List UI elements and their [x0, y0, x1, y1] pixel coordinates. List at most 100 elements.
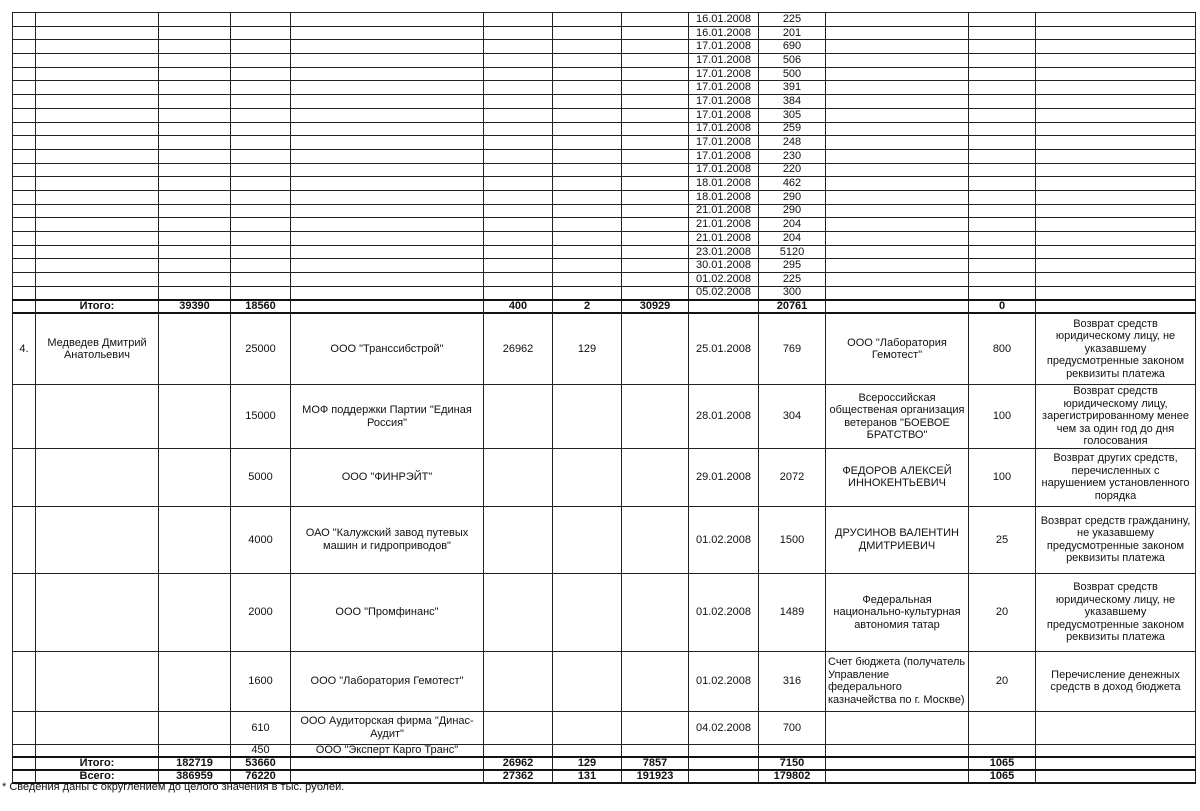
table-row: 1600 ООО "Лаборатория Гемотест" 01.02.2008…	[12, 650, 1196, 712]
table-cell	[158, 94, 231, 109]
table-cell	[1035, 66, 1196, 82]
table-cell	[483, 384, 553, 449]
table-cell: Счет бюджета (получатель Управление феде…	[825, 650, 969, 712]
table-cell: 129	[552, 755, 622, 771]
table-cell	[552, 505, 622, 574]
table-cell	[290, 203, 484, 219]
table-row: 17.01.2008 259	[12, 121, 1196, 137]
table-cell: ФЕДОРОВ АЛЕКСЕЙ ИННОКЕНТЬЕВИЧ	[825, 447, 969, 507]
table-cell	[35, 80, 159, 96]
total-row: Итого: 182719 53660 26962 129 7857 7150 1065	[12, 755, 1196, 771]
table-cell	[552, 743, 622, 758]
table-cell	[825, 710, 969, 745]
table-cell: 2072	[758, 447, 826, 507]
table-cell	[35, 176, 159, 191]
table-cell: ООО Аудиторская фирма "Динас-Аудит"	[290, 710, 484, 745]
table-cell: 01.02.2008	[688, 650, 759, 712]
table-cell: Медведев Дмитрий Анатольевич	[35, 312, 159, 386]
table-row: 15000 МОФ поддержки Партии "Единая Россия…	[12, 384, 1196, 449]
table-cell	[158, 231, 231, 246]
table-cell	[621, 80, 689, 96]
table-cell	[35, 39, 159, 55]
table-cell	[35, 447, 159, 507]
table-cell	[230, 80, 291, 96]
table-cell: 800	[968, 312, 1036, 386]
table-cell: 220	[758, 162, 826, 178]
table-cell: 462	[758, 176, 826, 191]
table-cell	[621, 710, 689, 745]
table-cell	[552, 384, 622, 449]
table-cell: 25	[968, 505, 1036, 574]
table-cell: 25.01.2008	[688, 312, 759, 386]
table-cell: 01.02.2008	[688, 572, 759, 652]
footnote: * Сведения даны с округлением до целого …	[2, 781, 345, 793]
table-cell	[35, 189, 159, 205]
table-cell	[1035, 135, 1196, 150]
table-cell	[35, 217, 159, 232]
table-row: 17.01.2008 391	[12, 80, 1196, 96]
table-cell	[290, 148, 484, 164]
table-cell	[483, 743, 553, 758]
table-cell: 100	[968, 384, 1036, 449]
table-cell	[621, 572, 689, 652]
table-cell	[12, 285, 36, 301]
table-cell	[290, 94, 484, 109]
table-cell	[825, 244, 969, 260]
table-cell	[1035, 53, 1196, 68]
table-cell	[968, 176, 1036, 191]
table-cell	[12, 710, 36, 745]
table-cell	[12, 162, 36, 178]
donations-table: 16.01.2008 225 16.01.2008 201 17.01.2008 690 1…	[12, 12, 1196, 784]
table-cell: 17.01.2008	[688, 53, 759, 68]
table-cell: 04.02.2008	[688, 710, 759, 745]
table-cell	[230, 217, 291, 232]
table-cell	[483, 505, 553, 574]
table-cell	[825, 176, 969, 191]
table-cell	[483, 80, 553, 96]
table-cell	[12, 572, 36, 652]
table-cell: 182719	[158, 755, 231, 771]
table-cell	[483, 272, 553, 287]
table-cell	[825, 258, 969, 274]
table-cell: 316	[758, 650, 826, 712]
table-cell	[1035, 231, 1196, 246]
table-cell: 769	[758, 312, 826, 386]
table-cell	[552, 272, 622, 287]
table-cell: 17.01.2008	[688, 162, 759, 178]
table-cell: 1600	[230, 650, 291, 712]
table-cell	[825, 107, 969, 123]
table-cell: 259	[758, 121, 826, 137]
table-cell	[290, 25, 484, 41]
table-cell	[968, 53, 1036, 68]
table-cell	[968, 80, 1036, 96]
table-cell	[825, 25, 969, 41]
table-cell: 5120	[758, 244, 826, 260]
table-cell	[35, 650, 159, 712]
table-cell	[35, 231, 159, 246]
table-cell	[12, 203, 36, 219]
table-cell	[290, 107, 484, 123]
table-row: 21.01.2008 204	[12, 231, 1196, 246]
table-cell	[621, 25, 689, 41]
table-cell	[230, 189, 291, 205]
table-row: 16.01.2008 201	[12, 25, 1196, 41]
table-cell	[1035, 203, 1196, 219]
table-cell	[12, 743, 36, 758]
table-cell: ООО "Лаборатория Гемотест"	[290, 650, 484, 712]
table-cell	[12, 650, 36, 712]
table-cell	[688, 768, 759, 784]
table-cell: ДРУСИНОВ ВАЛЕНТИН ДМИТРИЕВИЧ	[825, 505, 969, 574]
table-cell	[1035, 258, 1196, 274]
table-cell	[230, 162, 291, 178]
table-cell	[483, 12, 553, 27]
table-cell	[968, 94, 1036, 109]
table-cell: 20761	[758, 298, 826, 314]
table-cell	[158, 162, 231, 178]
table-cell: 305	[758, 107, 826, 123]
table-cell	[825, 39, 969, 55]
table-cell	[290, 258, 484, 274]
table-cell	[968, 217, 1036, 232]
table-cell	[158, 176, 231, 191]
table-cell	[552, 203, 622, 219]
table-cell: 20	[968, 572, 1036, 652]
